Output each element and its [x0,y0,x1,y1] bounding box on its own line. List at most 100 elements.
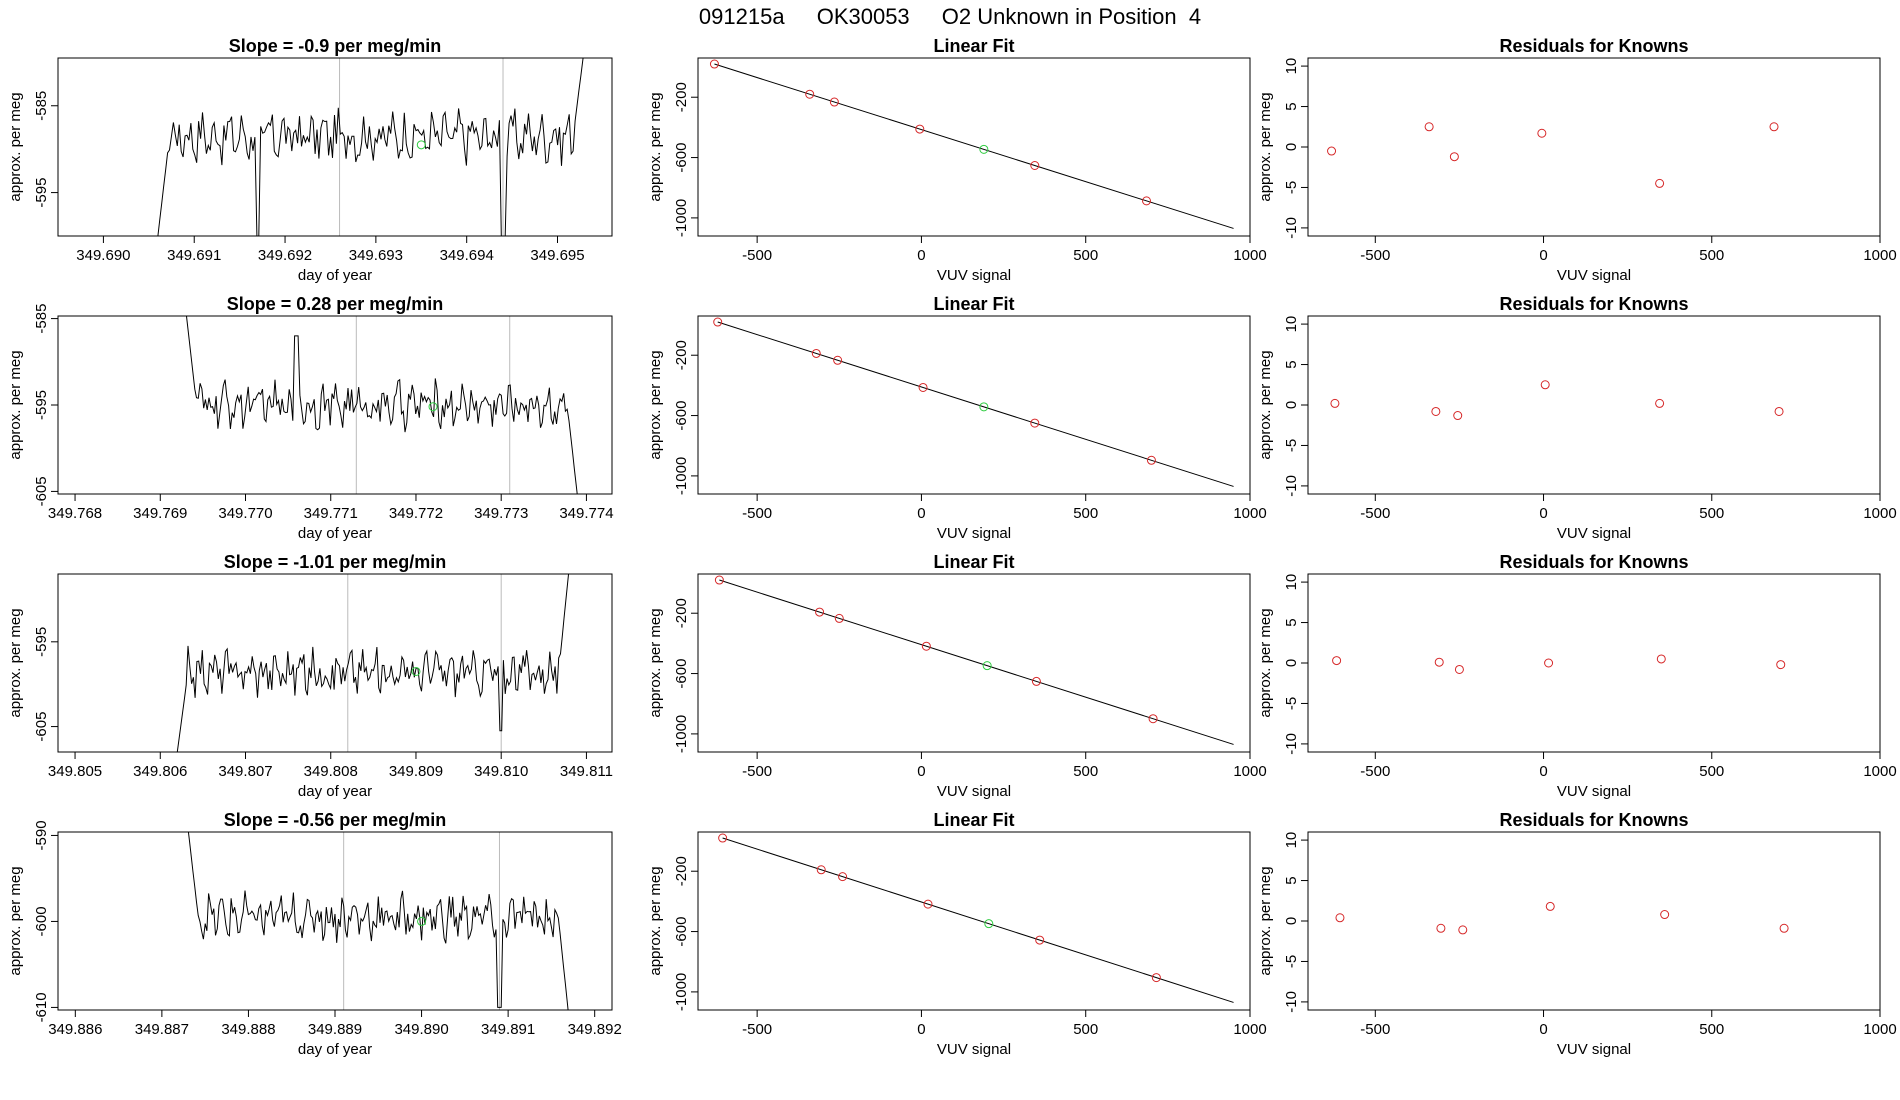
residual-point [1330,398,1340,408]
x-axis-label: VUV signal [937,267,1011,284]
plot-frame [697,315,1251,495]
y-tick-label: 0 [1283,401,1300,409]
plot-frame [57,57,613,237]
x-tick-label: 349.692 [258,247,312,264]
x-tick-label: 349.773 [474,505,528,522]
plot-frame [1307,57,1881,237]
y-tick-label: -10 [1283,475,1300,497]
x-tick-label: 349.887 [135,1021,189,1038]
y-tick-label: -610 [33,992,50,1022]
residual-point [1436,923,1446,933]
x-axis-label: day of year [298,267,372,284]
panel-title: Slope = -0.56 per meg/min [224,810,447,830]
residual-point [1544,658,1554,668]
x-tick-label: 0 [917,763,925,780]
y-tick-label: -200 [673,82,690,112]
residual-point [1776,660,1786,670]
y-tick-label: -600 [673,401,690,431]
unknown-point [416,140,426,150]
x-tick-label: 349.809 [389,763,443,780]
x-tick-label: -500 [1360,247,1390,264]
x-tick-label: 1000 [1233,505,1266,522]
y-tick-label: 10 [1283,574,1300,591]
timeseries-panel: Slope = -0.9 per meg/min 349.690 349.691 34… [7,36,613,284]
known-point [918,382,928,392]
plot-frame [697,573,1251,753]
x-tick-label: -500 [1360,763,1390,780]
y-tick-label: 0 [1283,917,1300,925]
residual-point [1327,146,1337,156]
known-point [1151,973,1161,983]
x-axis-label: day of year [298,1041,372,1058]
y-tick-label: 5 [1283,360,1300,368]
timeseries-panel: Slope = -0.56 per meg/min 349.886 349.887 3… [7,810,622,1058]
y-axis-label: approx. per meg [647,350,664,459]
y-tick-label: -605 [33,712,50,742]
x-tick-label: -500 [1360,1021,1390,1038]
series-line [176,574,570,752]
x-tick-label: 349.691 [167,247,221,264]
x-tick-label: 349.807 [218,763,272,780]
x-tick-label: 349.808 [304,763,358,780]
x-tick-label: -500 [742,763,772,780]
x-axis-label: VUV signal [1557,783,1631,800]
residuals-panel: Residuals for Knowns -500 0 500 1000 VUV sign… [1257,552,1897,800]
x-tick-label: -500 [1360,505,1390,522]
position-label: O2 Unknown in Position 4 [941,4,1202,29]
x-tick-label: 349.774 [559,505,613,522]
residual-point [1332,656,1342,666]
x-tick-label: 349.811 [560,763,613,780]
unknown-point [979,144,989,154]
y-tick-label: -590 [33,820,50,850]
y-tick-label: 10 [1283,316,1300,333]
known-point [1035,935,1045,945]
series-line [187,832,569,1010]
x-axis-label: VUV signal [1557,525,1631,542]
residual-point [1434,657,1444,667]
plot-frame [1307,831,1881,1011]
x-axis-label: day of year [298,525,372,542]
y-axis-label: approx. per meg [7,92,24,201]
x-tick-label: -500 [742,247,772,264]
y-tick-label: -5 [1283,181,1300,194]
x-tick-label: 1000 [1863,1021,1896,1038]
y-tick-label: 5 [1283,102,1300,110]
x-tick-label: 349.889 [308,1021,362,1038]
x-tick-label: 500 [1073,1021,1098,1038]
y-tick-label: -585 [33,304,50,334]
y-axis-label: approx. per meg [7,866,24,975]
residuals-panel: Residuals for Knowns -500 0 500 1000 VUV sign… [1257,36,1897,284]
linear-fit-panel: Linear Fit -500 0 500 1000 VUV signal -200 -600… [647,810,1267,1058]
y-tick-label: 10 [1283,832,1300,849]
residual-point [1458,925,1468,935]
x-tick-label: 1000 [1233,1021,1266,1038]
x-tick-label: -500 [742,1021,772,1038]
y-tick-label: -595 [33,390,50,420]
known-point [811,348,821,358]
y-tick-label: -5 [1283,697,1300,710]
known-point [1030,418,1040,428]
x-tick-label: 500 [1699,1021,1724,1038]
y-tick-label: -200 [673,340,690,370]
y-axis-label: approx. per meg [647,608,664,717]
residuals-panel: Residuals for Knowns -500 0 500 1000 VUV sign… [1257,294,1897,542]
x-tick-label: 349.810 [474,763,528,780]
known-point [718,833,728,843]
x-tick-label: 500 [1699,505,1724,522]
y-tick-label: -200 [673,856,690,886]
plot-frame [697,57,1251,237]
x-tick-label: 349.768 [48,505,102,522]
x-tick-label: 500 [1073,505,1098,522]
x-tick-label: 1000 [1233,247,1266,264]
y-axis-label: approx. per meg [7,608,24,717]
x-tick-label: 349.693 [349,247,403,264]
residual-point [1545,901,1555,911]
residual-point [1537,128,1547,138]
panel-title: Residuals for Knowns [1499,810,1688,830]
x-tick-label: 349.888 [221,1021,275,1038]
y-tick-label: -10 [1283,991,1300,1013]
unknown-point [411,666,421,676]
x-tick-label: 349.805 [48,763,102,780]
residuals-panel: Residuals for Knowns -500 0 500 1000 VUV sign… [1257,810,1897,1058]
panel-title: Linear Fit [933,810,1014,830]
